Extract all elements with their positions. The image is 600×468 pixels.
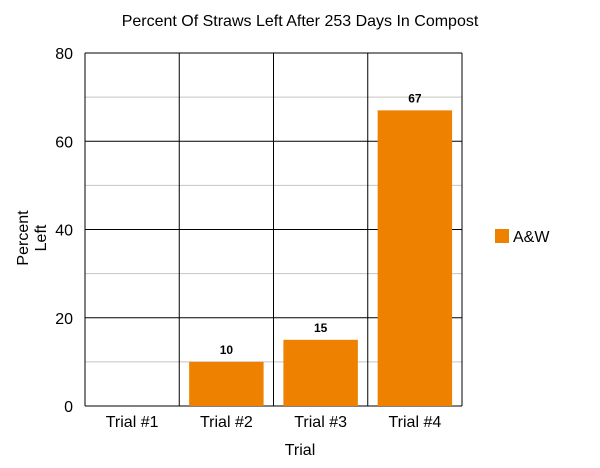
bar xyxy=(189,361,264,406)
bars: 10 15 67 xyxy=(189,91,453,407)
legend: A&W xyxy=(495,229,550,246)
data-label: 67 xyxy=(408,91,422,105)
y-tick-label: 40 xyxy=(55,223,73,240)
axes: 0 20 40 60 80 Trial #1 Trial #2 Trial #3 Trial #… xyxy=(55,46,441,431)
y-tick-label: 60 xyxy=(55,134,73,151)
legend-label: A&W xyxy=(513,229,550,246)
data-label: 15 xyxy=(314,321,328,335)
legend-swatch xyxy=(495,229,509,243)
y-axis-title: PercentLeft xyxy=(15,210,50,266)
x-axis-title: Trial xyxy=(285,442,316,459)
x-tick-label: Trial #4 xyxy=(388,414,441,431)
x-tick-label: Trial #3 xyxy=(294,414,347,431)
bar xyxy=(377,110,453,407)
data-label: 10 xyxy=(220,343,234,357)
x-tick-label: Trial #1 xyxy=(106,414,159,431)
y-axis-title-line: Left xyxy=(33,224,50,251)
grid xyxy=(84,52,463,407)
chart-title: Percent Of Straws Left After 253 Days In… xyxy=(122,13,479,30)
x-tick-label: Trial #2 xyxy=(200,414,253,431)
bar xyxy=(283,339,358,406)
y-tick-label: 0 xyxy=(64,399,73,416)
y-tick-label: 20 xyxy=(55,311,73,328)
y-tick-label: 80 xyxy=(55,46,73,63)
y-axis-title-line: Percent xyxy=(15,210,32,266)
